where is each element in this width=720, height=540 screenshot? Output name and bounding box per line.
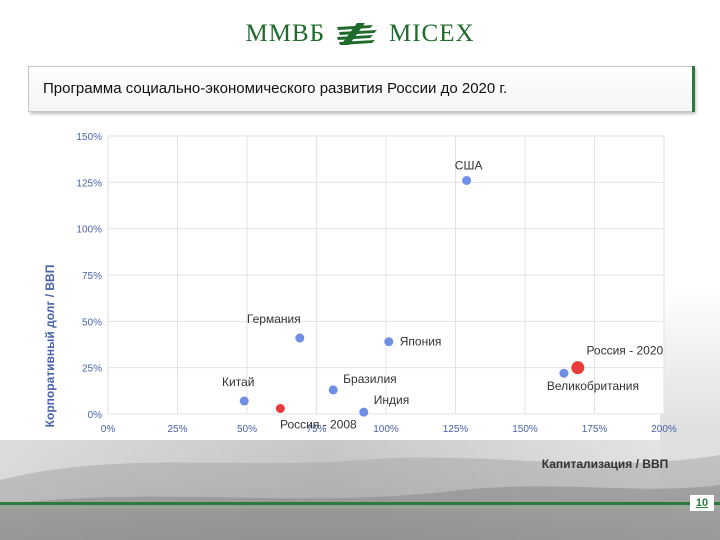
y-tick-label: 50% [82,317,102,328]
point-label-россия-2008: Россия - 2008 [280,417,357,431]
page-title: Программа социально-экономического разви… [43,80,508,97]
point-бразилия [328,385,338,395]
point-label-китай: Китай [222,375,254,389]
y-tick-label: 150% [76,132,102,143]
point-label-германия: Германия [247,312,301,326]
point-япония [384,337,394,347]
y-tick-label: 125% [76,178,102,189]
micex-logo-mark-icon [336,23,377,45]
x-tick-label: 75% [306,424,326,435]
point-label-бразилия: Бразилия [343,372,397,386]
point-россия-2020 [571,361,585,375]
logo-text-left: ММВБ [245,20,325,47]
point-великобритания [559,368,569,378]
point-label-сша: США [455,158,483,172]
x-tick-label: 0% [101,424,116,435]
x-tick-label: 175% [582,424,608,435]
point-китай [239,396,249,406]
point-германия [295,333,305,343]
point-label-великобритания: Великобритания [547,379,639,393]
point-россия-2008 [275,403,285,413]
page-number: 10 [690,495,714,511]
tick-labels: 0% 25% 50% 75% 100% 125% 150% 175% 200% 0% 25% 50% 7… [76,132,676,435]
title-bar: Программа социально-экономического разви… [28,66,694,112]
logo-text-right: MICEX [388,20,475,47]
x-tick-label: 150% [512,424,538,435]
y-tick-label: 0% [88,410,103,421]
grid-lines [107,135,665,415]
x-tick-label: 125% [443,424,469,435]
y-axis-title: Корпоративный долг / ВВП [43,265,57,428]
point-label-япония: Япония [400,335,442,349]
x-tick-label: 50% [237,424,257,435]
point-индия [359,407,369,417]
point-сша [462,175,472,185]
y-tick-label: 25% [82,364,102,375]
data-points [239,175,585,417]
y-tick-label: 100% [76,225,102,236]
x-tick-label: 100% [373,424,399,435]
footer-line [0,502,720,505]
logo: ММВБ MICEX [0,20,720,48]
x-tick-label: 25% [167,424,187,435]
point-labels: США Германия Япония Китай Бразилия Индия Велик… [222,158,663,431]
scatter-chart: 0% 25% 50% 75% 100% 125% 150% 175% 200% 0% 25% 50% 7… [43,132,677,471]
footer-line-thin [0,507,720,508]
x-tick-label: 200% [651,424,677,435]
title-accent [692,66,695,112]
x-axis-title: Капитализация / ВВП [542,457,669,471]
point-label-россия-2020: Россия - 2020 [586,344,663,358]
y-tick-label: 75% [82,271,102,282]
point-label-индия: Индия [374,393,409,407]
